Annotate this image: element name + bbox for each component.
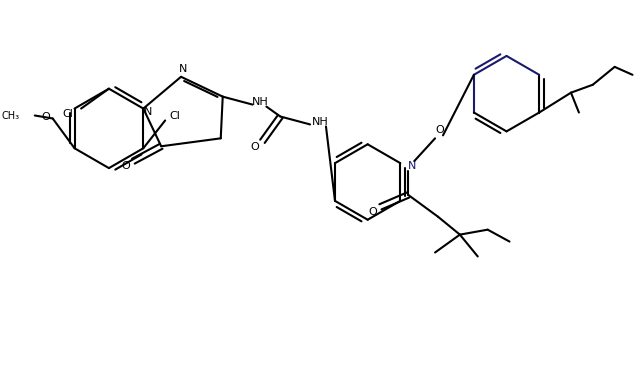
Text: O: O [368, 207, 377, 217]
Text: Cl: Cl [63, 109, 74, 119]
Text: O: O [121, 161, 130, 171]
Text: NH: NH [252, 97, 269, 106]
Text: N: N [144, 106, 153, 117]
Text: O: O [436, 126, 444, 135]
Text: Cl: Cl [170, 112, 181, 121]
Text: NH: NH [312, 117, 328, 127]
Text: N: N [179, 64, 187, 74]
Text: N: N [408, 161, 417, 171]
Text: O: O [250, 142, 259, 152]
Text: O: O [42, 113, 50, 123]
Text: CH₃: CH₃ [2, 110, 20, 120]
